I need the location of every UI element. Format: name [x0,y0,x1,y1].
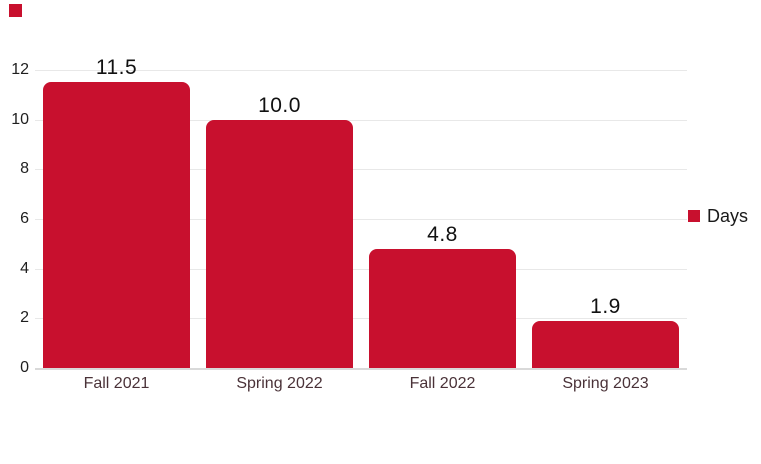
corner-accent-square [9,4,22,17]
bar-spring-2022[interactable] [206,119,353,368]
gridline [35,318,687,320]
value-label-fall-2022: 4.8 [427,222,458,246]
gridline [35,219,687,220]
y-tick-label: 0 [20,359,29,376]
legend-label: Days [707,206,749,226]
y-tick-label: 4 [20,259,29,277]
y-tick-label: 6 [20,210,29,227]
bar-fall-2022[interactable] [369,248,516,368]
x-axis-label-spring-2022: Spring 2022 [236,375,323,392]
y-tick-label: 10 [11,110,29,128]
value-label-spring-2022: 10.0 [258,93,301,117]
gridline [35,70,687,71]
y-tick-label: 12 [11,61,29,78]
gridline [35,119,687,121]
legend[interactable]: Days [688,205,748,227]
bar-fall-2021[interactable] [43,82,190,368]
bar-spring-2023[interactable] [532,320,679,368]
x-axis-line [35,367,687,370]
gridline [35,169,687,171]
value-label-spring-2023: 1.9 [590,294,621,318]
y-tick-label: 2 [20,309,29,327]
value-label-fall-2021: 11.5 [95,56,138,80]
x-axis-label-fall-2022: Fall 2022 [409,375,476,392]
legend-swatch-icon [688,210,700,222]
y-tick-label: 8 [20,160,29,178]
x-axis-label-spring-2023: Spring 2023 [562,375,649,392]
x-axis-label-fall-2021: Fall 2021 [83,375,150,392]
gridline [35,268,687,270]
